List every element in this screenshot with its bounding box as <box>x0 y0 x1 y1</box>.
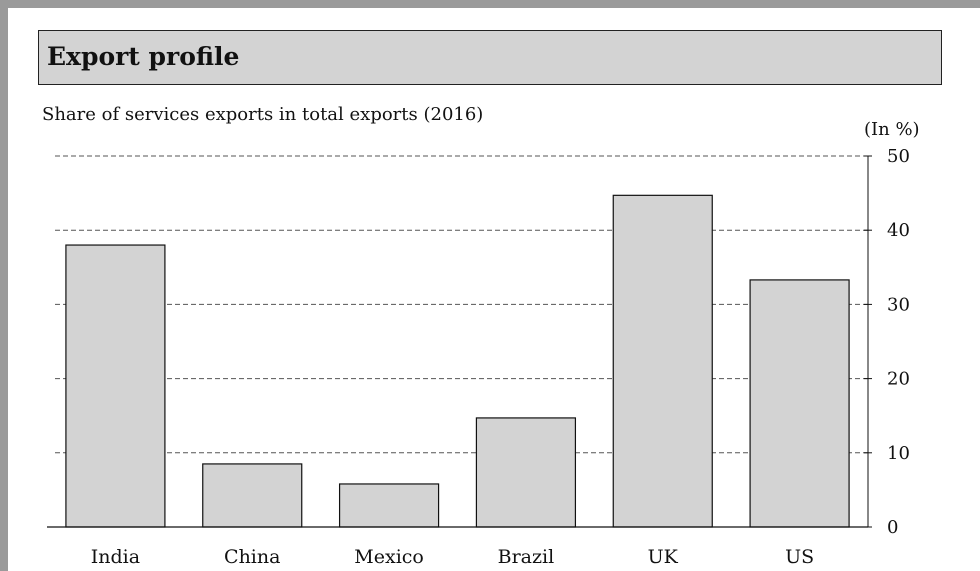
grid-lines <box>55 155 868 454</box>
chart-subtitle: Share of services exports in total expor… <box>42 104 484 125</box>
y-tick-label: 30 <box>887 294 910 315</box>
x-tick-label: Mexico <box>354 546 424 568</box>
bar-mexico <box>338 483 440 528</box>
chart-panel: Export profile Share of services exports… <box>8 8 980 571</box>
bar-brazil <box>475 417 577 528</box>
x-tick-label: Brazil <box>498 546 555 568</box>
y-axis: 0 10 20 30 40 50 <box>864 146 910 538</box>
bars <box>65 194 850 528</box>
bar-us <box>749 279 850 528</box>
category-labels: India China Mexico Brazil UK US <box>47 526 868 568</box>
y-tick-label: 10 <box>887 443 910 464</box>
y-tick-label: 20 <box>887 369 910 390</box>
x-tick-label: US <box>785 546 814 568</box>
bar-chart: 0 10 20 30 40 50 India China Mexico Brazil UK US <box>47 146 910 568</box>
y-tick-label: 50 <box>887 146 910 167</box>
unit-label: (In %) <box>864 119 920 140</box>
bar-china <box>202 463 303 528</box>
x-tick-label: UK <box>648 546 679 568</box>
y-tick-label: 0 <box>887 517 898 538</box>
x-tick-label: India <box>91 546 140 568</box>
title-banner: Export profile <box>38 30 942 85</box>
bar-india <box>65 244 166 528</box>
x-tick-label: China <box>224 546 280 568</box>
bar-uk <box>612 194 713 528</box>
y-tick-label: 40 <box>887 220 910 241</box>
page-title: Export profile <box>47 42 240 71</box>
